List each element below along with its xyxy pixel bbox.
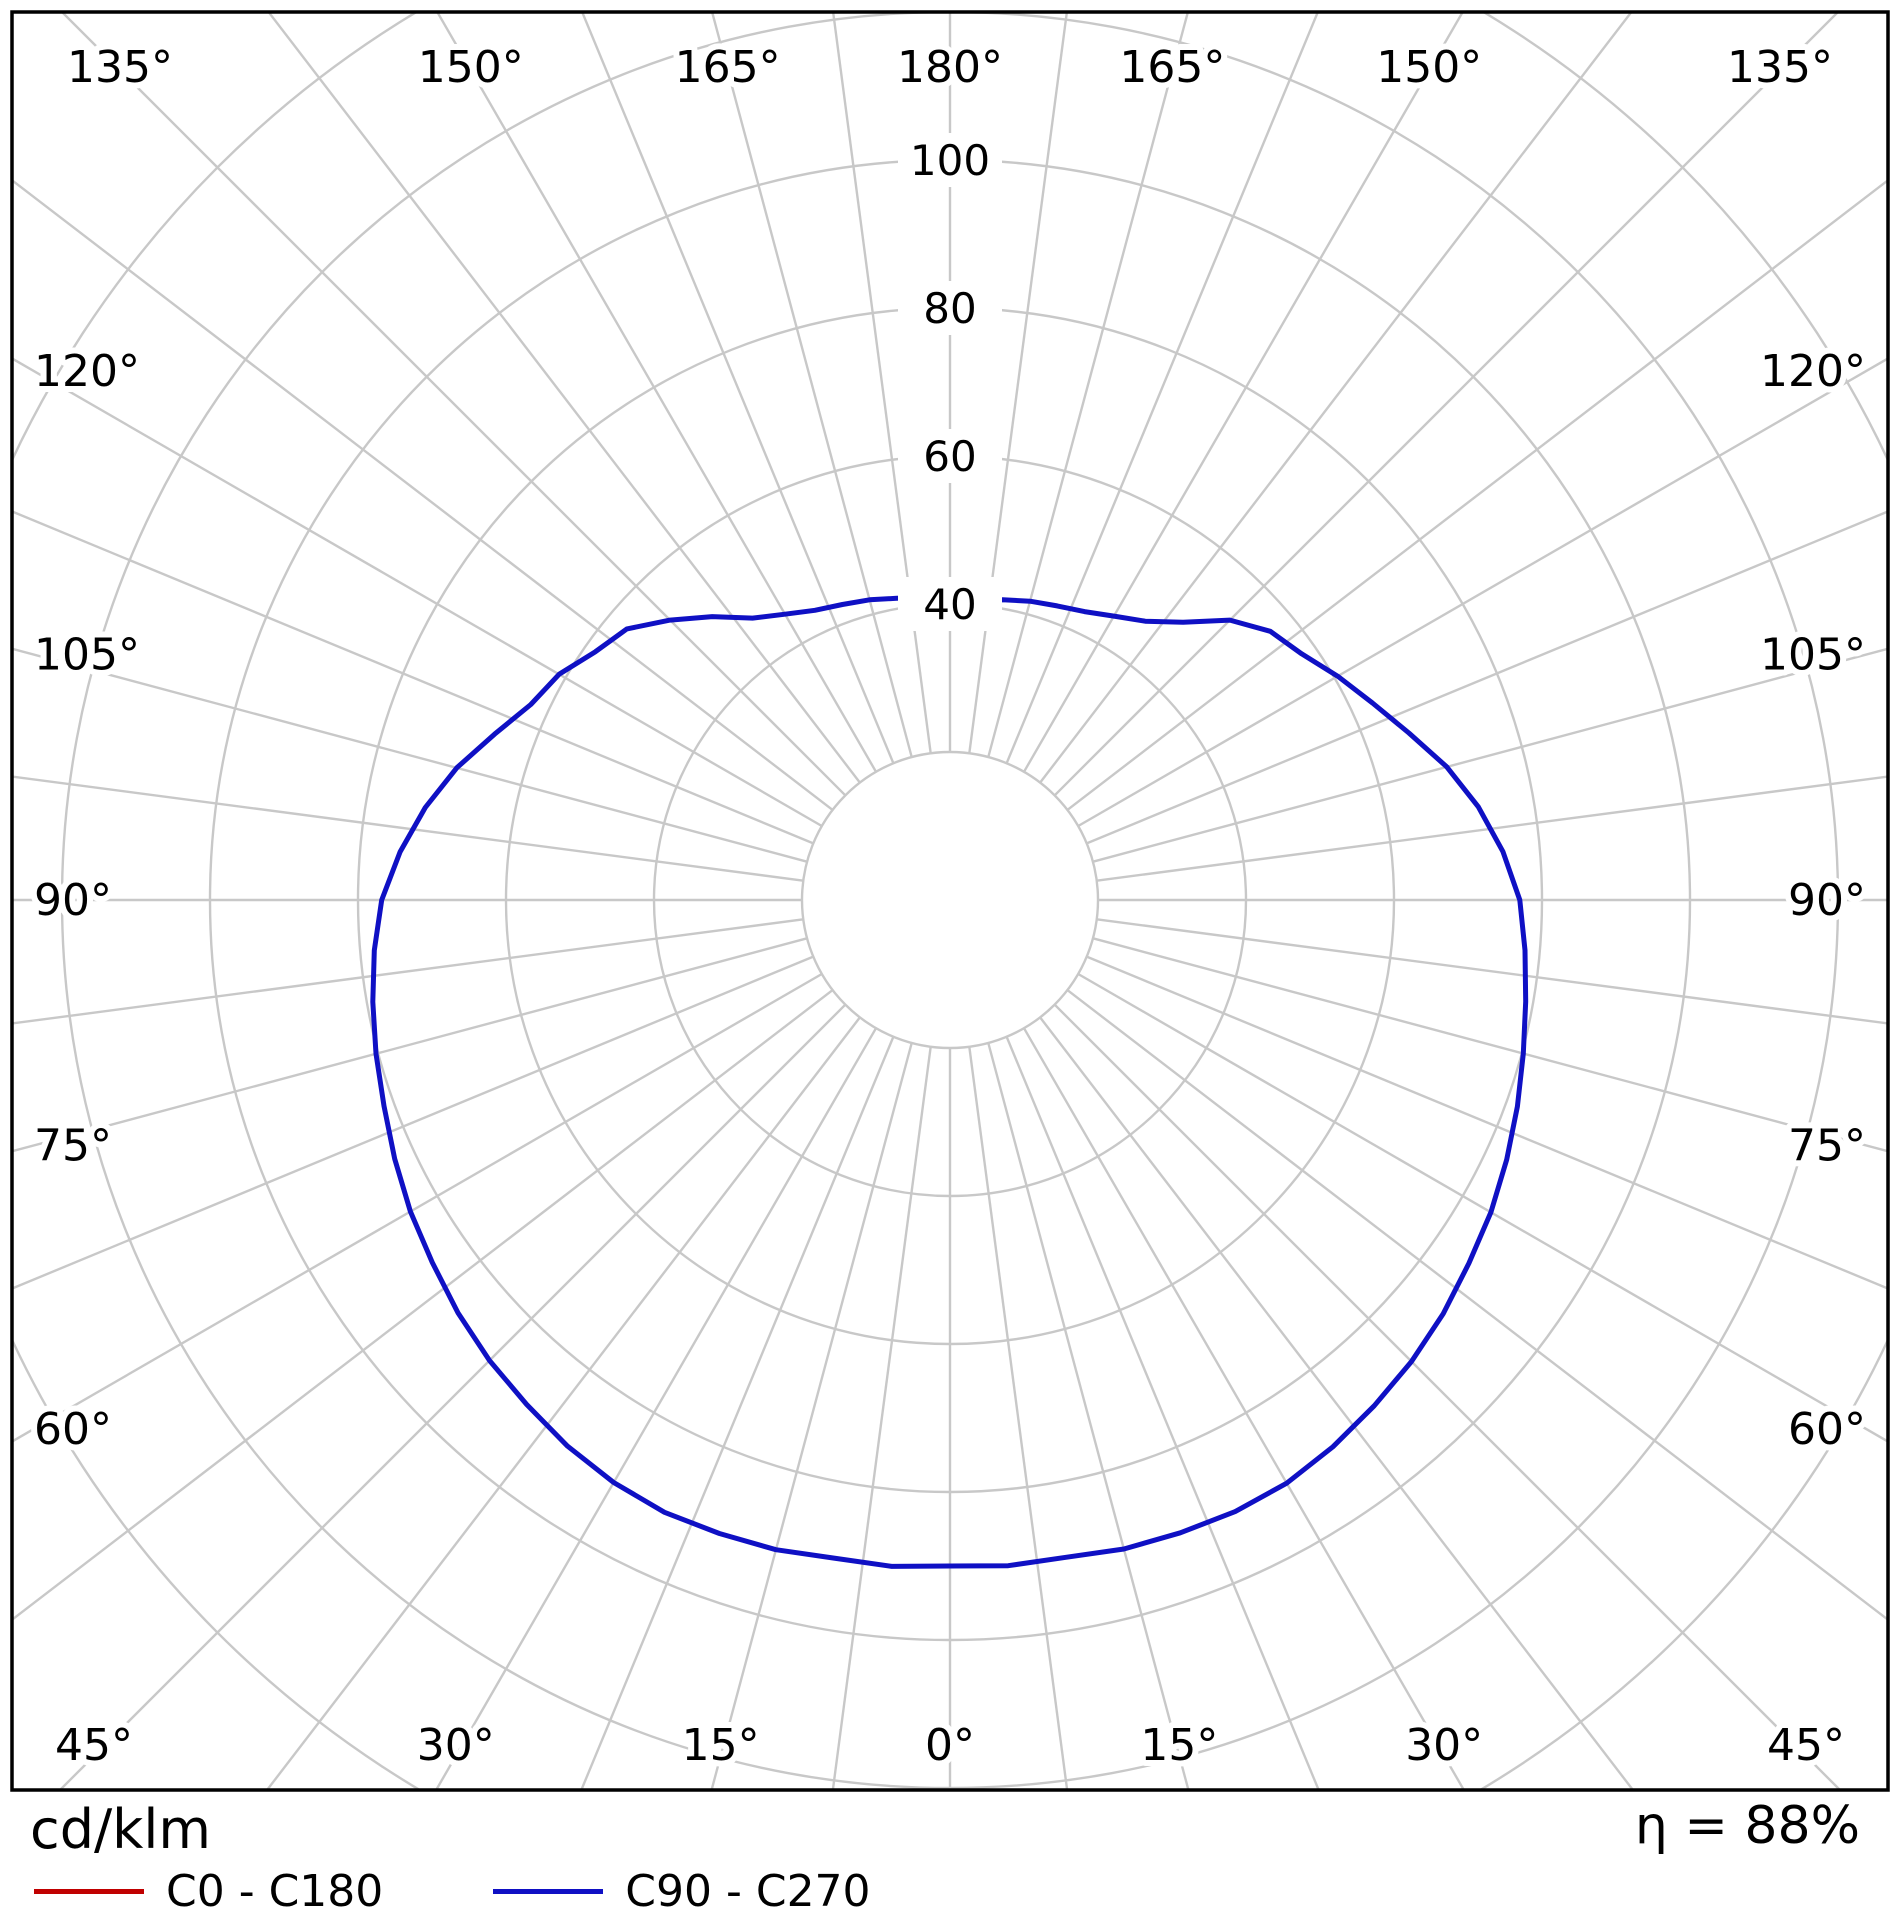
grid-radial-line <box>1077 357 1888 828</box>
grid-radial-line <box>1096 918 1888 1025</box>
radial-tick-label: 80 <box>923 284 976 333</box>
legend-swatch-blue-line <box>493 1889 604 1894</box>
grid-radial-line <box>1053 1003 1842 1790</box>
legend-item-c0-c180: C0 - C180 <box>34 1866 383 1917</box>
tick-label-bg <box>898 577 1002 631</box>
grid-radial-line <box>12 357 823 828</box>
angle-label-150-r: 150° <box>1376 42 1482 93</box>
grid-radial-line <box>1092 647 1888 863</box>
grid-radial-line <box>1039 12 1633 784</box>
legend-swatch-red-line <box>34 1889 144 1894</box>
grid-radial-line <box>12 178 834 811</box>
radial-tick-label: 100 <box>910 136 990 185</box>
grid-radial-line <box>710 1042 913 1790</box>
grid-radial-line <box>434 1027 878 1790</box>
angle-label-165-l: 165° <box>675 42 781 93</box>
grid-radial-line <box>12 510 814 845</box>
radial-tick-labels: 40 60 80 100 <box>898 133 1002 631</box>
tick-label-bg <box>898 133 1002 187</box>
angle-label-30-l: 30° <box>417 1720 495 1771</box>
grid-radial-line <box>831 12 932 754</box>
grid-radial-line <box>1039 1016 1635 1790</box>
grid-radial-line <box>1022 1027 1466 1790</box>
grid-radial-line <box>1005 1036 1320 1790</box>
grid-radial-line <box>968 12 1069 754</box>
angle-label-0-r: 0° <box>925 1720 975 1771</box>
grid-radial-line <box>12 775 804 882</box>
grid-radial-line <box>1086 510 1888 845</box>
grid-radial-line <box>968 1046 1069 1790</box>
grid-radial-line <box>12 955 814 1290</box>
radial-unit-label: cd/klm <box>30 1798 212 1861</box>
chart-frame <box>10 10 1890 1792</box>
grid-radial-line <box>1086 955 1888 1290</box>
grid-radial-line <box>12 972 823 1443</box>
grid-radial-line <box>265 1016 861 1790</box>
grid-radial-line <box>987 1042 1190 1790</box>
legend-label-c0-c180: C0 - C180 <box>166 1866 384 1917</box>
angle-label-135-r: 135° <box>1727 42 1833 93</box>
grid-radial-line <box>58 1003 847 1790</box>
angle-labels: 0° 15° 15° 30° 30° 45° 45° 60° 60° 75° 75° 90° 90° 10… <box>28 36 1872 1777</box>
angle-label-15-r: 15° <box>1140 1720 1218 1771</box>
angle-label-90-l: 90° <box>34 875 112 926</box>
grid-radial-line <box>435 12 878 773</box>
grid-radial-line <box>12 647 808 863</box>
angle-label-45-l: 45° <box>55 1720 133 1771</box>
legend: C0 - C180 C90 - C270 <box>34 1866 871 1917</box>
angle-label-150-l: 150° <box>418 42 524 93</box>
grid-radial-line <box>580 1036 895 1790</box>
grid-radial-line <box>1022 12 1465 773</box>
grid-radial-line <box>12 937 808 1153</box>
grid-radial-line <box>60 12 847 797</box>
grid-radial-line <box>1053 12 1840 797</box>
curve-c90-c270 <box>370 595 1529 1569</box>
angle-label-75-r: 75° <box>1788 1120 1866 1171</box>
grid-radial-line <box>1005 12 1320 764</box>
grid-radial-line <box>1066 989 1888 1622</box>
grid-radial-line <box>987 12 1190 758</box>
grid-radial-line <box>12 989 834 1622</box>
efficiency-value: η = 88% <box>1634 1796 1860 1856</box>
angle-label-165-r: 165° <box>1119 42 1225 93</box>
grid-radial-line <box>267 12 861 784</box>
grid-radial-line <box>1096 775 1888 882</box>
grid-radial-line <box>12 918 804 1025</box>
radial-tick-label: 40 <box>923 580 976 629</box>
angle-label-30-r: 30° <box>1405 1720 1483 1771</box>
angle-label-120-r: 120° <box>1760 346 1866 397</box>
radial-tick-label: 60 <box>923 432 976 481</box>
angle-label-75-l: 75° <box>34 1120 112 1171</box>
angle-label-60-l: 60° <box>34 1404 112 1455</box>
grid-radial-line <box>710 12 913 758</box>
angle-label-45-r: 45° <box>1767 1720 1845 1771</box>
angle-label-120-l: 120° <box>34 346 140 397</box>
grid-radial-line <box>1092 937 1888 1153</box>
curves <box>370 595 1529 1569</box>
angle-label-135-l: 135° <box>67 42 173 93</box>
tick-label-bg <box>898 429 1002 483</box>
grid-radial-line <box>1066 178 1888 811</box>
grid-radial-line <box>1077 972 1888 1443</box>
legend-label-c90-c270: C90 - C270 <box>625 1866 871 1917</box>
tick-label-bg <box>898 281 1002 335</box>
angle-label-60-r: 60° <box>1788 1404 1866 1455</box>
angle-label-105-r: 105° <box>1760 630 1866 681</box>
angle-label-180-r: 180° <box>897 42 1003 93</box>
angle-label-90-r: 90° <box>1788 875 1866 926</box>
grid-radial-line <box>831 1046 932 1790</box>
angle-label-15-l: 15° <box>682 1720 760 1771</box>
grid-radial-line <box>580 12 895 764</box>
grid-circle <box>800 750 1100 1050</box>
legend-item-c90-c270: C90 - C270 <box>493 1866 871 1917</box>
angle-label-105-l: 105° <box>34 630 140 681</box>
